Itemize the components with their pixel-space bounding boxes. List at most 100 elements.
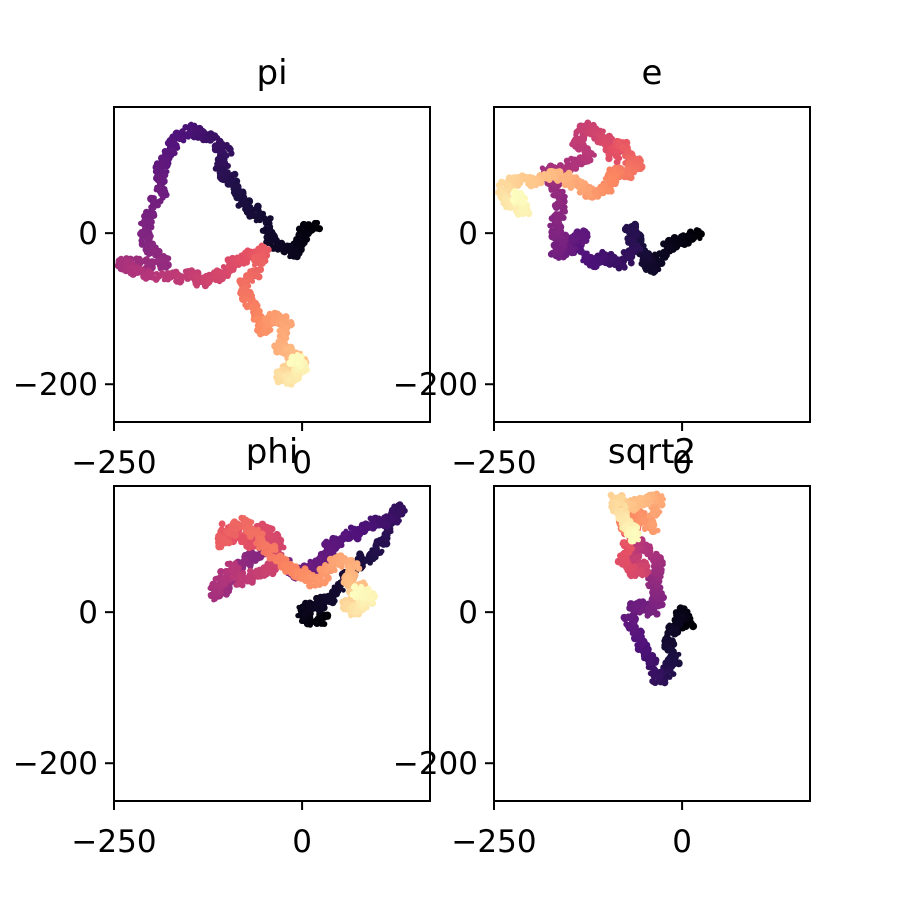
walk-point <box>315 581 321 587</box>
y-tick-label: 0 <box>458 595 478 631</box>
walk-point <box>306 581 314 590</box>
walk-point <box>662 635 669 642</box>
walk-point <box>636 537 642 543</box>
y-tick-label: −200 <box>13 746 98 782</box>
walk-point <box>177 273 186 281</box>
walk-point <box>672 659 678 666</box>
walk-point <box>321 593 328 600</box>
walk-point <box>162 188 169 195</box>
walk-point <box>222 576 229 582</box>
walk-point <box>623 505 629 511</box>
walk-point <box>640 516 648 525</box>
walk-point <box>632 601 641 609</box>
walk-point <box>662 254 669 261</box>
walk-point <box>217 567 225 576</box>
walk-point <box>623 621 630 628</box>
walk-point <box>373 545 380 552</box>
walk-point <box>138 228 145 236</box>
subplot-title-pi: pi <box>256 53 287 93</box>
walk-point <box>248 292 256 299</box>
walk-point <box>259 251 267 258</box>
x-tick-label: −250 <box>451 824 536 860</box>
walk-point <box>346 557 353 564</box>
walk-point <box>519 198 528 206</box>
walk-point <box>221 536 228 543</box>
ticks-pi: −250 0 0 −200 <box>13 216 312 481</box>
walk-point <box>237 573 246 581</box>
walk-point <box>559 234 565 240</box>
walk-point <box>274 378 282 386</box>
walk-point <box>685 233 692 240</box>
walk-point <box>675 620 684 629</box>
walk-point <box>523 173 529 179</box>
walk-point <box>228 564 236 573</box>
walk-point <box>146 235 153 243</box>
walk-point <box>366 594 374 603</box>
walk-point <box>347 524 355 531</box>
subplot-e: −250 0 0 −200 e <box>393 53 811 481</box>
walk-point <box>546 175 552 181</box>
walk-point <box>586 191 593 197</box>
ticks-e: −250 0 0 −200 <box>393 216 692 481</box>
walk-point <box>359 600 366 607</box>
walk-point <box>649 678 656 685</box>
walk-point <box>606 254 614 262</box>
walk-point <box>301 222 308 229</box>
walk-point <box>259 530 266 538</box>
walk-point <box>238 539 245 546</box>
walk-point <box>279 320 285 326</box>
ticks-sqrt2: −250 0 0 −200 <box>393 595 692 860</box>
walk-point <box>209 580 217 589</box>
walk-point <box>574 236 581 243</box>
walk-point <box>133 267 139 273</box>
walk-point <box>288 566 295 572</box>
walk-point <box>352 608 360 616</box>
walk-point <box>634 546 640 552</box>
walk-point <box>649 520 658 528</box>
walk-point <box>630 500 637 507</box>
walk-point <box>666 629 673 636</box>
walk-point <box>576 184 582 190</box>
walk-point <box>168 147 177 156</box>
walk-point <box>552 188 558 195</box>
walk-point <box>254 211 263 220</box>
walk-point <box>229 176 236 183</box>
walk-point <box>625 254 633 262</box>
walk-point <box>270 318 278 325</box>
walk-point <box>147 218 155 226</box>
walk-point <box>379 548 385 554</box>
walk-point <box>314 556 323 565</box>
walk-point <box>280 331 287 338</box>
walk-point <box>620 248 628 256</box>
walk-point <box>155 257 162 264</box>
walk-point <box>314 604 320 611</box>
walk-point <box>631 607 638 614</box>
y-tick-label: 0 <box>78 216 98 252</box>
walk-point <box>654 527 661 534</box>
walk-point <box>676 604 685 613</box>
walk-point <box>618 507 625 513</box>
walk-point <box>350 584 356 590</box>
x-tick-label: 0 <box>672 824 692 860</box>
walk-point <box>638 607 645 615</box>
walk-point <box>661 679 669 687</box>
walk-point <box>231 520 238 528</box>
walk-point <box>507 175 516 183</box>
walk-point <box>630 528 638 537</box>
walk-point <box>278 543 283 549</box>
walk-point <box>157 265 164 272</box>
walk-point <box>573 163 580 169</box>
walk-point <box>578 231 587 240</box>
y-tick-label: −200 <box>393 367 478 403</box>
axes-frame-e <box>493 106 811 423</box>
walk-point <box>349 591 356 598</box>
walk-point <box>541 171 548 177</box>
subplot-phi: −250 0 0 −200 phi <box>13 432 431 860</box>
y-tick-label: 0 <box>78 595 98 631</box>
walk-point <box>286 359 295 368</box>
x-tick-label: 0 <box>292 445 312 481</box>
walk-point <box>358 583 364 590</box>
walk-point <box>547 222 553 229</box>
walk-point <box>659 493 665 499</box>
